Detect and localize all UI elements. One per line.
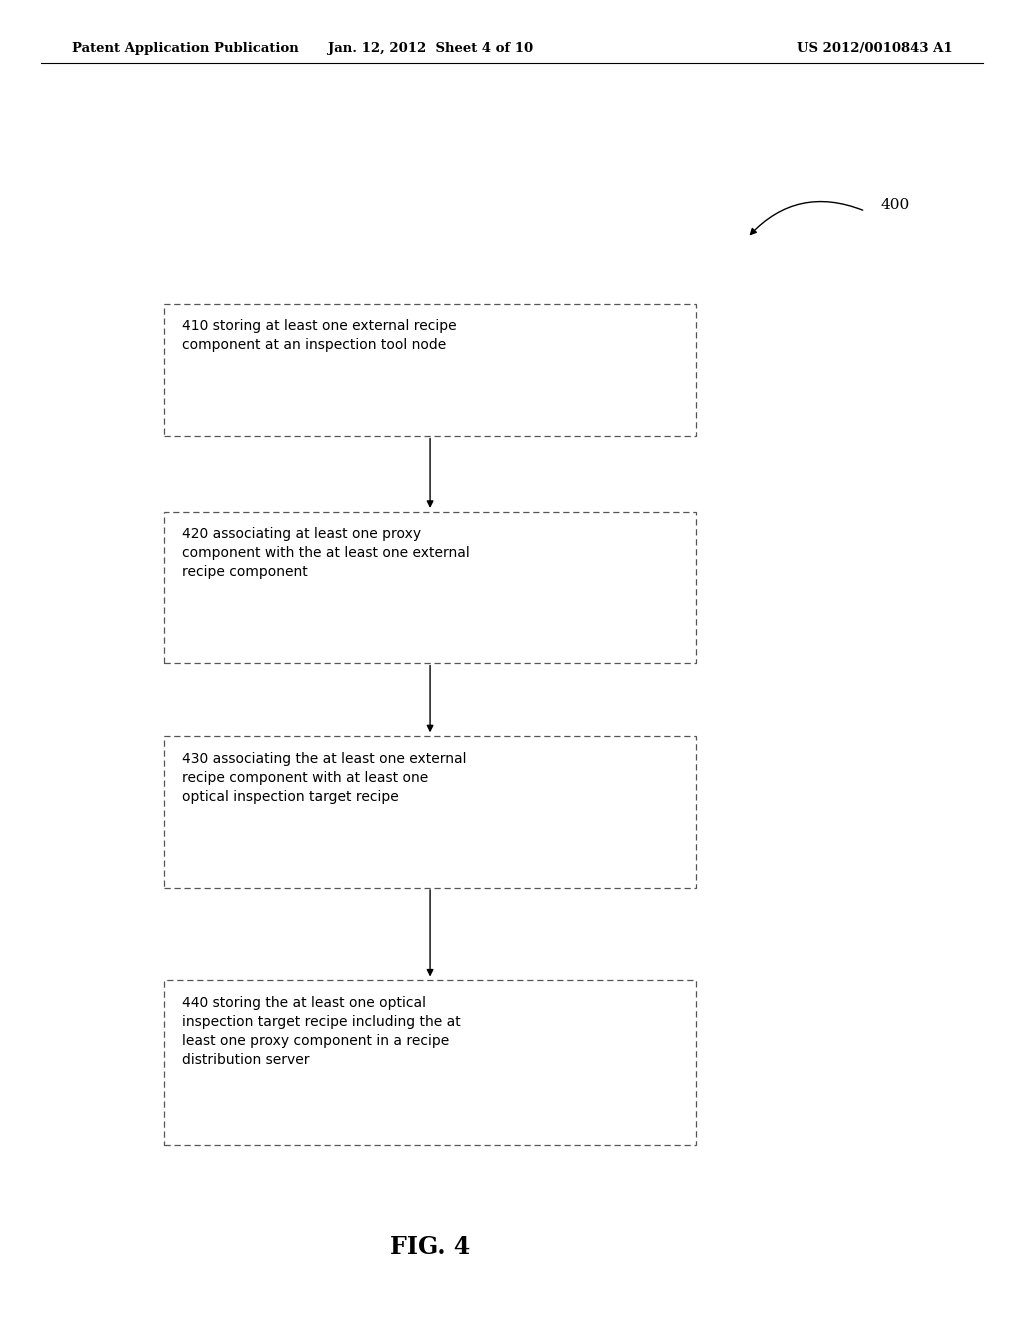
Bar: [164, 737, 696, 887]
Text: FIG. 4: FIG. 4: [390, 1236, 470, 1259]
Text: 410 storing at least one external recipe
component at an inspection tool node: 410 storing at least one external recipe…: [182, 319, 457, 352]
Text: 440 storing the at least one optical
inspection target recipe including the at
l: 440 storing the at least one optical ins…: [182, 995, 461, 1067]
Bar: [164, 511, 696, 663]
Bar: [164, 979, 696, 1144]
Text: 420 associating at least one proxy
component with the at least one external
reci: 420 associating at least one proxy compo…: [182, 527, 470, 579]
Text: 400: 400: [881, 198, 910, 211]
Bar: [164, 304, 696, 436]
Text: Jan. 12, 2012  Sheet 4 of 10: Jan. 12, 2012 Sheet 4 of 10: [328, 42, 532, 55]
Text: US 2012/0010843 A1: US 2012/0010843 A1: [797, 42, 952, 55]
Text: Patent Application Publication: Patent Application Publication: [72, 42, 298, 55]
Text: 430 associating the at least one external
recipe component with at least one
opt: 430 associating the at least one externa…: [182, 752, 467, 804]
